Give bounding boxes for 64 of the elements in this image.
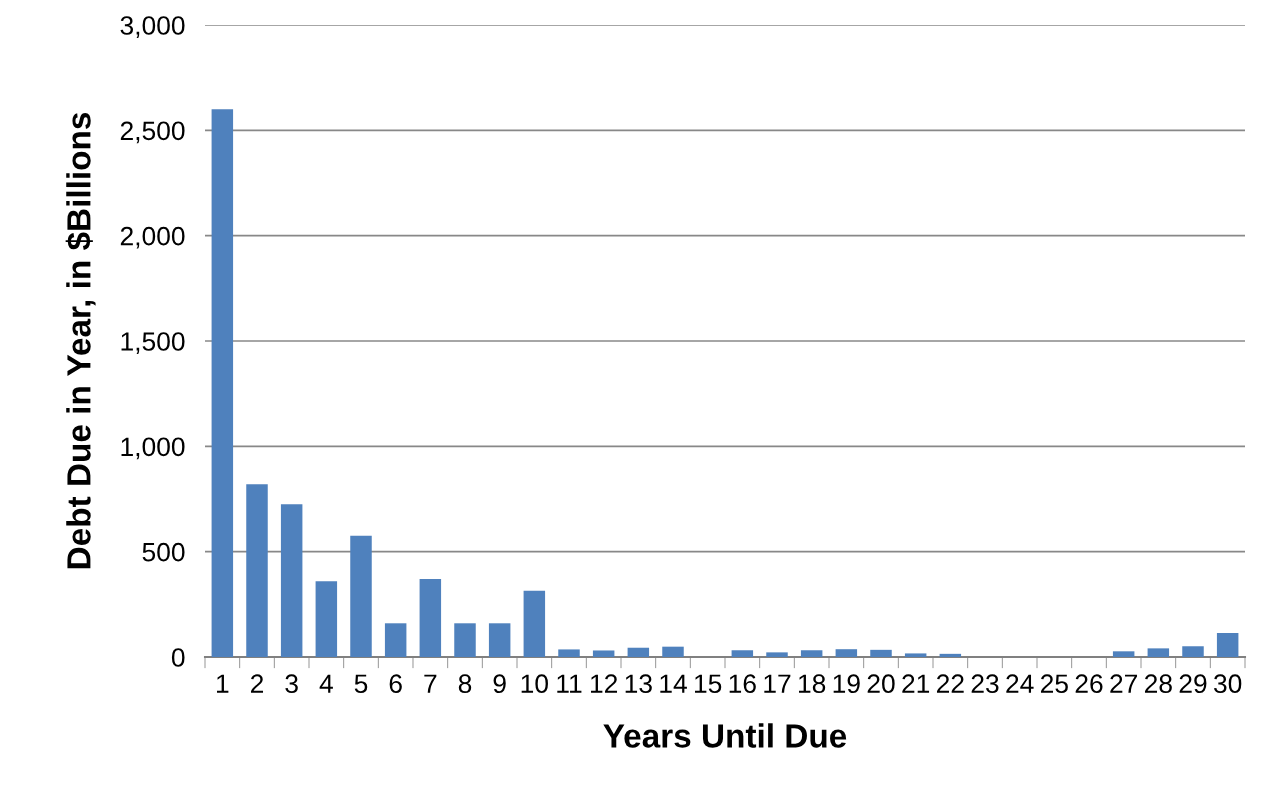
- bar: [419, 579, 442, 657]
- x-tick-label: 10: [521, 674, 548, 694]
- bar: [280, 504, 303, 657]
- y-axis-title: Debt Due in Year, in $Billions: [65, 112, 96, 569]
- x-tick-label: 18: [799, 674, 826, 694]
- y-tick-label: 1,500: [121, 332, 185, 354]
- x-tick-label: 26: [1075, 674, 1103, 694]
- x-tick-label: 19: [833, 674, 860, 694]
- x-tick-label: 12: [591, 674, 618, 693]
- bar: [1112, 651, 1135, 657]
- bar: [731, 650, 754, 657]
- y-tick-label: 2,500: [120, 121, 185, 144]
- x-tick-label: 29: [1179, 674, 1207, 694]
- bar: [1147, 648, 1170, 657]
- x-tick-label: 25: [1040, 674, 1068, 694]
- x-tick-label: 28: [1144, 674, 1172, 694]
- bar: [835, 649, 858, 657]
- x-tick-label: 17: [764, 674, 791, 693]
- x-tick-label: 15: [695, 674, 722, 694]
- bar: [315, 581, 338, 657]
- x-tick-label: 2: [250, 674, 264, 693]
- bar: [523, 590, 546, 657]
- y-tick-label: 3,000: [120, 16, 185, 38]
- x-tick-label: 4: [319, 674, 333, 693]
- bar: [558, 649, 580, 657]
- x-tick-label: 24: [1006, 674, 1034, 693]
- x-tick-label: 11: [557, 674, 582, 693]
- bar: [800, 650, 823, 657]
- bar: [870, 649, 892, 657]
- bar: [246, 484, 268, 657]
- bar: [627, 647, 650, 657]
- x-tick-label: 23: [971, 674, 999, 694]
- x-tick-label: 3: [285, 674, 298, 694]
- x-tick-label: 16: [729, 674, 756, 694]
- x-tick-label: 6: [389, 674, 402, 694]
- x-tick-label: 22: [936, 674, 964, 693]
- bar: [1182, 646, 1204, 657]
- x-tick-label: 14: [660, 674, 687, 693]
- bar: [766, 652, 788, 657]
- bar: [350, 535, 372, 657]
- x-tick-label: 5: [354, 674, 368, 694]
- x-tick-label: 20: [867, 674, 895, 694]
- bar: [662, 646, 684, 657]
- y-tick-label: 0: [171, 648, 185, 667]
- x-tick-label: 1: [217, 674, 229, 693]
- bar: [454, 623, 476, 657]
- x-tick-label: 27: [1110, 674, 1138, 693]
- x-tick-label: 21: [902, 674, 930, 693]
- x-tick-label: 30: [1214, 674, 1242, 694]
- bar: [904, 653, 927, 657]
- bar: [1216, 632, 1239, 657]
- bar: [211, 109, 234, 657]
- x-tick-label: 13: [625, 674, 652, 694]
- bar: [488, 623, 511, 657]
- y-tick-label: 500: [142, 542, 185, 562]
- x-tick-label: 8: [458, 674, 472, 694]
- bar: [592, 650, 615, 657]
- y-tick-label: 1,000: [121, 437, 185, 460]
- x-axis-title: Years Until Due: [603, 723, 847, 748]
- y-tick-label: 2,000: [120, 226, 185, 249]
- bar: [939, 653, 962, 657]
- x-tick-label: 9: [493, 674, 506, 694]
- x-tick-label: 7: [424, 674, 437, 693]
- bar: [384, 623, 407, 657]
